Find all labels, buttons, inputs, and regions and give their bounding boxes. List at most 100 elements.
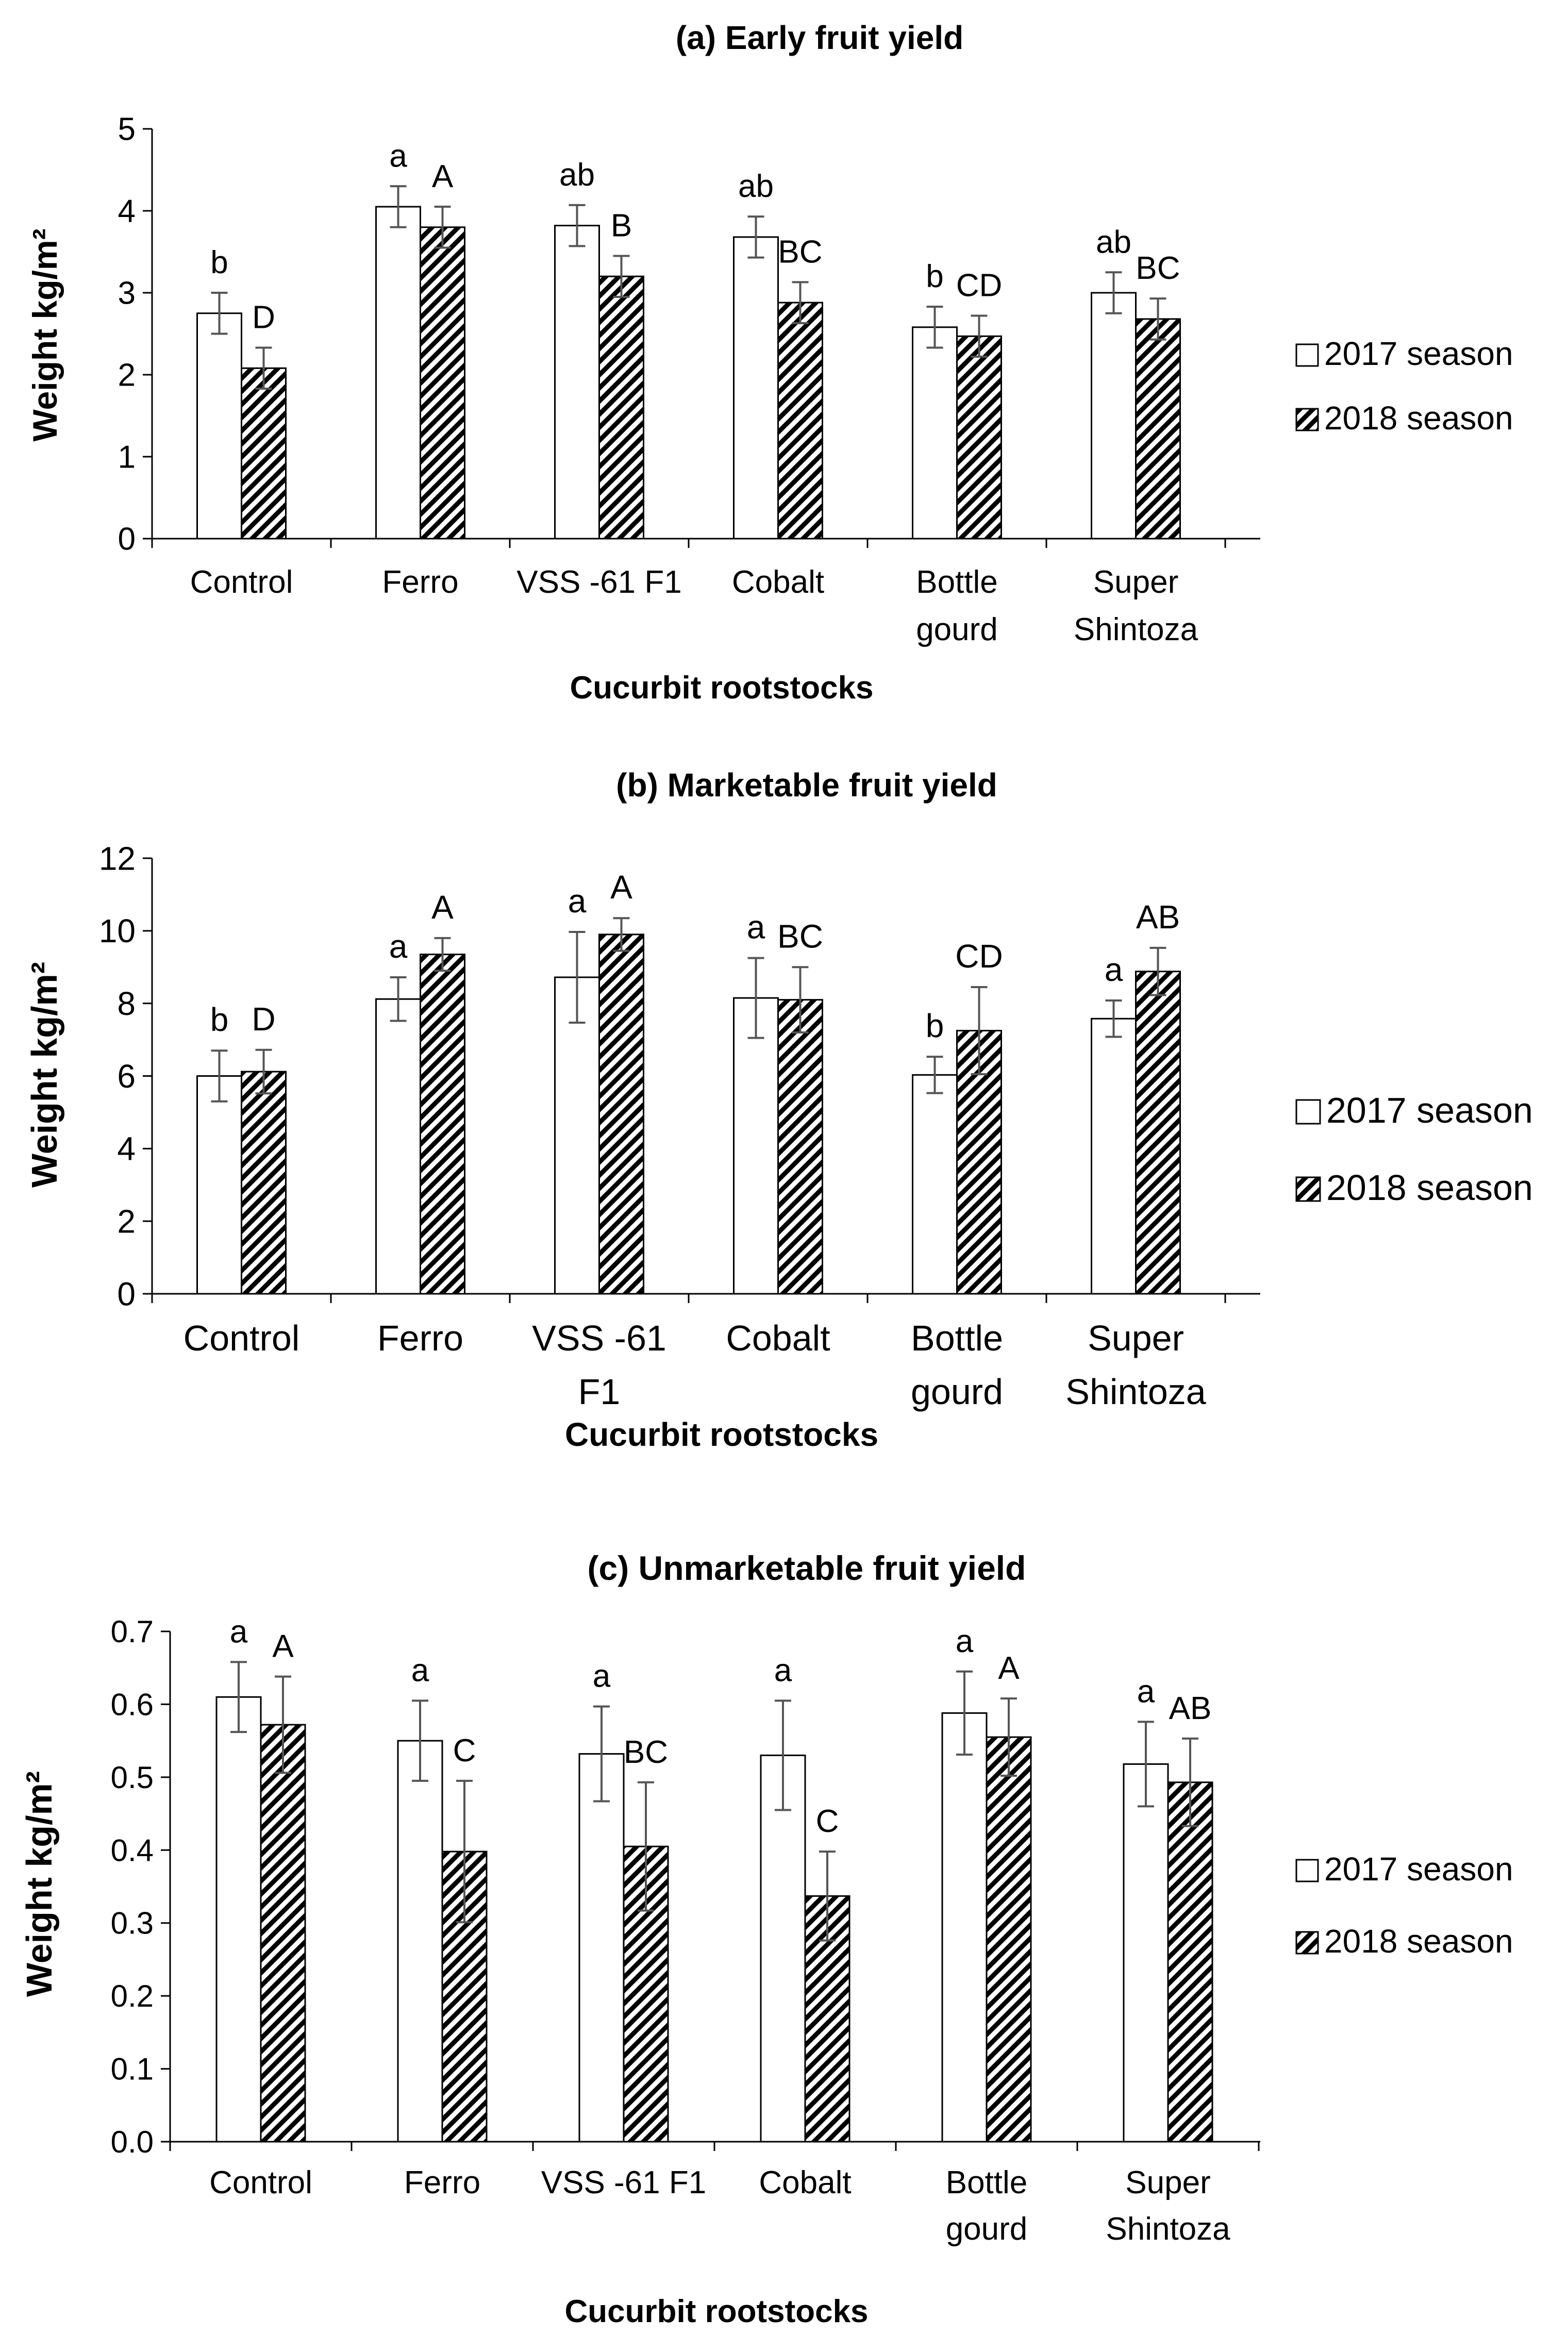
significance-letter: a <box>593 1659 611 1694</box>
x-tick-label: Super Shintoza <box>1065 1318 1206 1412</box>
y-tick-label: 0.4 <box>111 1833 154 1867</box>
legend-swatch <box>1295 408 1319 431</box>
significance-letter: a <box>774 1653 792 1688</box>
y-tick-label: 0.5 <box>111 1760 154 1795</box>
significance-letter: A <box>610 869 632 906</box>
significance-letter: a <box>568 882 587 920</box>
x-tick-label: Super Shintoza <box>1106 2165 1230 2247</box>
x-tick-label: Bottle gourd <box>946 2165 1028 2247</box>
y-tick-label: 0.2 <box>111 1979 154 2013</box>
x-tick-label: VSS -61 F1 <box>532 1318 666 1412</box>
significance-letter: a <box>747 909 765 946</box>
legend-swatch <box>1295 1099 1321 1125</box>
bar <box>1091 292 1137 540</box>
significance-letter: D <box>252 300 275 336</box>
bar <box>1135 318 1181 540</box>
significance-letter: a <box>230 1614 248 1649</box>
significance-letter: b <box>210 1001 229 1038</box>
bar <box>777 999 823 1295</box>
bar <box>598 933 644 1295</box>
significance-letter: BC <box>778 234 822 270</box>
y-tick-label: 0.0 <box>111 2125 154 2159</box>
x-tick-label: VSS -61 F1 <box>541 2165 706 2200</box>
x-tick-label: Cobalt <box>726 1318 830 1358</box>
y-tick-label: 6 <box>117 1058 136 1095</box>
bar <box>912 326 958 540</box>
bar <box>804 1895 850 2143</box>
legend-swatch <box>1295 1176 1321 1202</box>
bar <box>554 976 600 1295</box>
bar <box>956 335 1002 540</box>
significance-letter: A <box>431 889 454 926</box>
significance-letter: CD <box>956 268 1003 304</box>
legend-swatch <box>1295 1931 1319 1955</box>
bar <box>777 302 823 540</box>
x-tick-label: Super Shintoza <box>1074 564 1198 647</box>
significance-letter: a <box>1105 951 1123 988</box>
x-axis-title: Cucurbit rootstocks <box>565 1416 878 1453</box>
significance-letter: BC <box>624 1734 668 1770</box>
bar <box>375 206 421 540</box>
legend-label: 2017 season <box>1326 1090 1533 1130</box>
bar <box>196 1075 242 1295</box>
y-tick-label: 2 <box>117 1203 136 1240</box>
x-axis-title: Cucurbit rootstocks <box>564 2294 868 2329</box>
significance-letter: C <box>816 1804 839 1839</box>
bar <box>241 367 287 540</box>
bar <box>1123 1763 1169 2143</box>
y-tick-label: 12 <box>99 840 136 877</box>
y-tick-label: 0.3 <box>111 1906 154 1941</box>
bar <box>554 225 600 540</box>
significance-letter: b <box>926 259 943 294</box>
y-tick-label: 8 <box>117 985 136 1022</box>
y-tick-label: 4 <box>118 194 136 229</box>
y-tick-label: 0 <box>118 522 136 557</box>
bar <box>598 275 644 540</box>
significance-letter: CD <box>955 938 1003 975</box>
legend-label: 2018 season <box>1324 1923 1513 1960</box>
significance-letter: A <box>998 1650 1020 1686</box>
x-tick-label: Control <box>184 1318 300 1358</box>
significance-letter: C <box>453 1733 476 1769</box>
bar <box>760 1754 806 2143</box>
significance-letter: ab <box>559 157 595 193</box>
x-tick-label: Control <box>190 564 293 600</box>
significance-letter: b <box>926 1007 944 1044</box>
chart-3: (c) Unmarketable fruit yield 0.0 0.1 0.2 0.3… <box>19 1549 1513 2329</box>
x-tick-label: Ferro <box>382 564 458 600</box>
significance-letter: a <box>411 1653 429 1688</box>
bar <box>260 1724 306 2143</box>
y-axis-title: Weight kg/m² <box>24 962 64 1188</box>
legend-label: 2018 season <box>1326 1168 1533 1208</box>
y-tick-label: 3 <box>118 276 136 311</box>
x-axis-title: Cucurbit rootstocks <box>570 670 873 706</box>
significance-letter: b <box>210 245 228 280</box>
y-axis-title: Weight kg/m² <box>19 1771 59 1997</box>
significance-letter: a <box>956 1624 974 1659</box>
x-tick-label: VSS -61 F1 <box>516 564 681 600</box>
significance-letter: A <box>432 159 454 194</box>
bar <box>196 312 242 540</box>
y-tick-label: 5 <box>118 112 136 147</box>
bar <box>1135 971 1181 1295</box>
significance-letter: BC <box>777 918 823 955</box>
bar <box>215 1696 262 2143</box>
chart-title: (c) Unmarketable fruit yield <box>588 1549 1026 1587</box>
chart-title: (b) Marketable fruit yield <box>616 766 997 804</box>
significance-letter: BC <box>1136 251 1180 286</box>
bar <box>941 1712 988 2143</box>
legend-label: 2018 season <box>1324 399 1513 437</box>
y-axis-title: Weight kg/m² <box>26 228 64 441</box>
x-tick-label: Control <box>209 2165 312 2200</box>
bar <box>1091 1018 1137 1295</box>
significance-letter: a <box>389 138 407 174</box>
x-tick-label: Ferro <box>404 2165 480 2200</box>
significance-letter: a <box>1137 1674 1155 1709</box>
bar <box>441 1850 488 2143</box>
legend-label: 2017 season <box>1324 1850 1513 1888</box>
x-tick-label: Ferro <box>377 1318 463 1358</box>
significance-letter: ab <box>738 169 774 204</box>
x-tick-label: Cobalt <box>732 564 824 600</box>
